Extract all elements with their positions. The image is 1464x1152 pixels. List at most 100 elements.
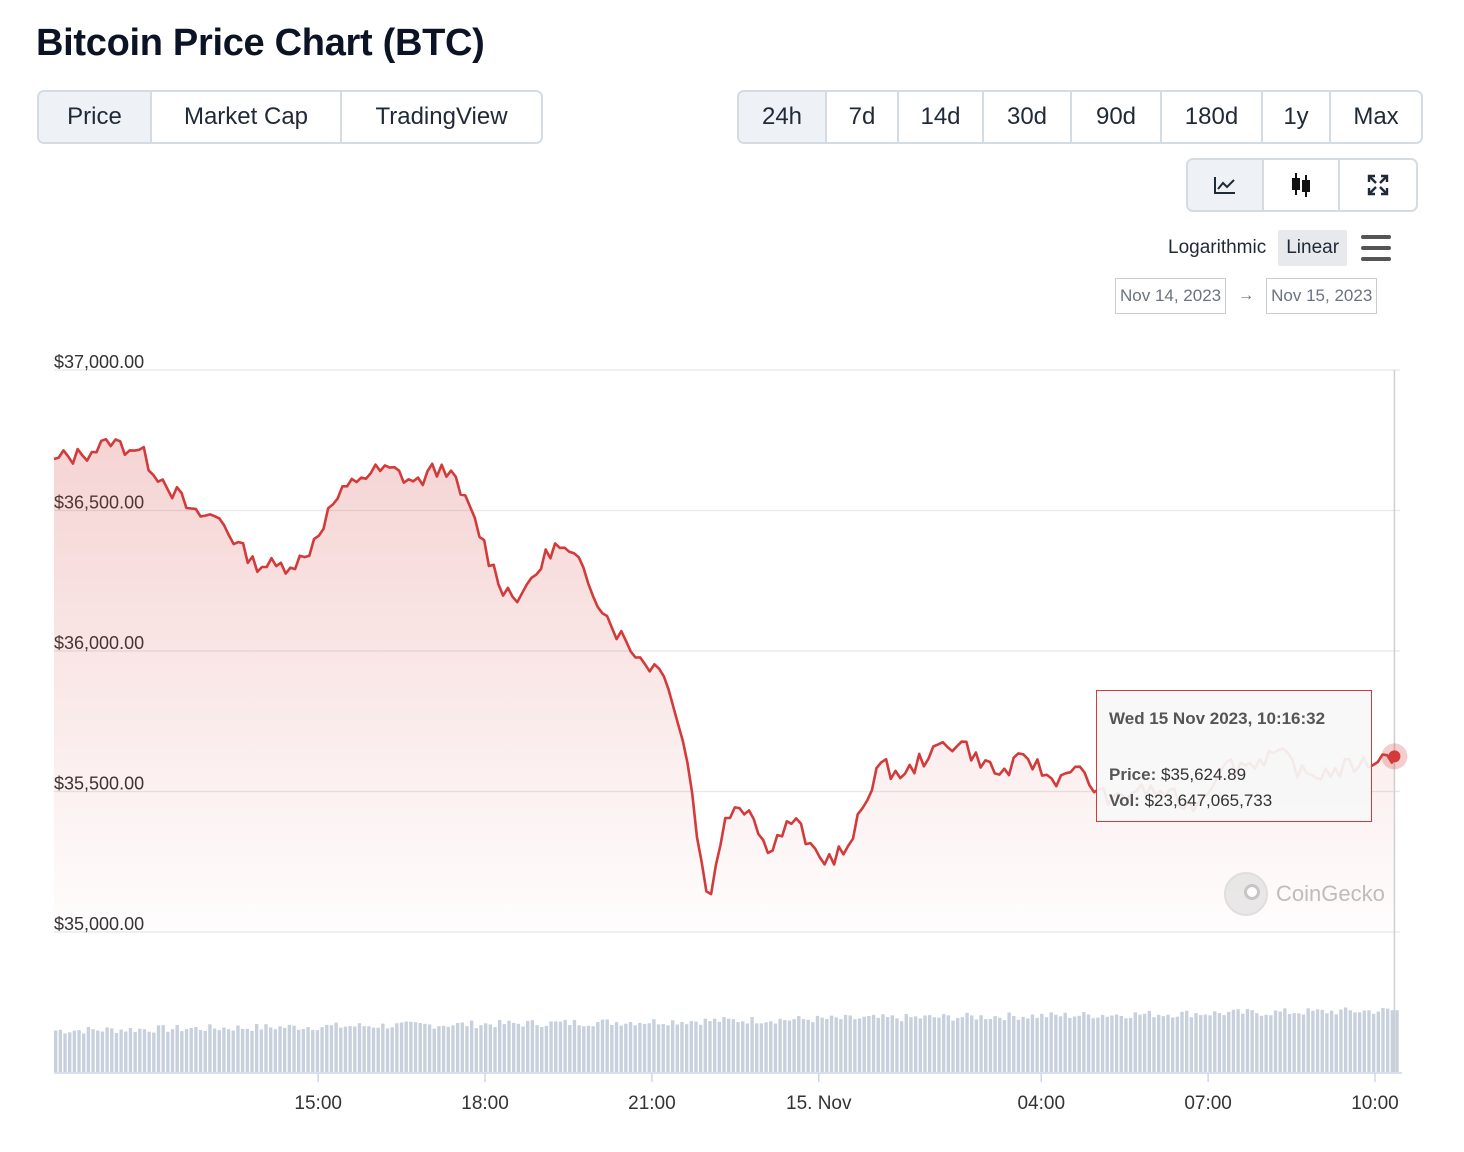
- volume-bar: [1021, 1016, 1025, 1072]
- volume-bar: [68, 1032, 72, 1072]
- coingecko-watermark: CoinGecko: [1224, 872, 1385, 916]
- line-chart-icon: [1214, 177, 1235, 194]
- volume-bar: [1367, 1010, 1371, 1072]
- volume-bar: [1241, 1013, 1245, 1072]
- volume-bar: [161, 1025, 165, 1072]
- volume-bar: [1357, 1012, 1362, 1072]
- volume-bar: [1199, 1015, 1203, 1072]
- date-from-input[interactable]: Nov 14, 2023: [1115, 278, 1227, 314]
- volume-bar: [343, 1026, 348, 1072]
- scale-linear[interactable]: Linear: [1278, 230, 1348, 266]
- volume-bar: [638, 1022, 642, 1072]
- range-14d[interactable]: 14d: [899, 92, 984, 142]
- volume-bar: [1105, 1016, 1109, 1072]
- chart-tools: [1186, 158, 1418, 212]
- scale-toggle: Logarithmic Linear: [1160, 230, 1392, 266]
- line-chart-button[interactable]: [1188, 160, 1264, 210]
- volume-bar: [1297, 1013, 1301, 1072]
- volume-bar: [979, 1015, 983, 1072]
- range-7d[interactable]: 7d: [827, 92, 899, 142]
- hamburger-menu-icon[interactable]: [1361, 235, 1392, 261]
- price-chart[interactable]: $37,000.00$36,500.00$36,000.00$35,500.00…: [0, 330, 1464, 1130]
- volume-bar: [1026, 1018, 1030, 1072]
- volume-bar: [591, 1026, 595, 1072]
- volume-bar: [1002, 1020, 1007, 1072]
- volume-bar: [1068, 1017, 1072, 1072]
- volume-bar: [689, 1021, 693, 1072]
- x-tick-label: 18:00: [461, 1093, 509, 1114]
- volume-bar: [226, 1029, 231, 1072]
- volume-bar: [769, 1021, 773, 1072]
- tab-market-cap[interactable]: Market Cap: [152, 92, 342, 142]
- range-24h[interactable]: 24h: [739, 92, 827, 142]
- tab-price[interactable]: Price: [39, 92, 152, 142]
- volume-bar: [1325, 1013, 1329, 1072]
- volume-bar: [96, 1030, 100, 1072]
- fullscreen-button[interactable]: [1340, 160, 1416, 210]
- volume-bar: [175, 1024, 179, 1072]
- volume-bar: [857, 1018, 862, 1072]
- volume-bar: [909, 1017, 913, 1072]
- volume-bar: [54, 1030, 58, 1072]
- volume-bar: [946, 1015, 951, 1072]
- candlestick-icon: [1292, 173, 1310, 197]
- volume-bar: [843, 1014, 848, 1072]
- fullscreen-icon: [1367, 174, 1389, 196]
- volume-bar: [825, 1018, 829, 1072]
- volume-bar: [1236, 1009, 1240, 1072]
- volume-bar: [1133, 1012, 1137, 1072]
- scale-logarithmic[interactable]: Logarithmic: [1168, 237, 1267, 258]
- tooltip-price-label: Price:: [1109, 765, 1157, 784]
- volume-bar: [77, 1030, 81, 1072]
- volume-bar: [516, 1023, 521, 1072]
- volume-bar: [820, 1017, 824, 1072]
- tooltip-price-row: Price: $35,624.89: [1109, 765, 1359, 785]
- volume-bar: [797, 1016, 801, 1072]
- volume-bar: [867, 1016, 871, 1072]
- volume-bar: [1283, 1008, 1287, 1072]
- volume-bar: [628, 1021, 633, 1072]
- volume-bar: [1185, 1010, 1189, 1072]
- volume-bar: [1339, 1009, 1343, 1072]
- volume-bar: [1058, 1016, 1063, 1072]
- volume-bar: [586, 1025, 591, 1072]
- volume-bar: [1124, 1018, 1128, 1072]
- range-30d[interactable]: 30d: [984, 92, 1072, 142]
- volume-bar: [166, 1031, 170, 1072]
- volume-bar: [605, 1019, 609, 1072]
- chart-tooltip: Wed 15 Nov 2023, 10:16:32 Price: $35,624…: [1096, 690, 1372, 822]
- range-90d[interactable]: 90d: [1072, 92, 1162, 142]
- candlestick-button[interactable]: [1264, 160, 1340, 210]
- volume-bar: [152, 1032, 156, 1072]
- volume-bar: [339, 1027, 343, 1072]
- volume-bar: [1142, 1013, 1147, 1072]
- volume-bar: [264, 1024, 268, 1072]
- date-to-input[interactable]: Nov 15, 2023: [1266, 278, 1378, 314]
- arrow-right-icon: →: [1238, 287, 1255, 304]
- volume-bar: [133, 1032, 137, 1072]
- volume-bar: [1208, 1015, 1212, 1072]
- volume-bar: [698, 1024, 703, 1072]
- volume-bar: [521, 1026, 525, 1072]
- range-180d[interactable]: 180d: [1162, 92, 1263, 142]
- volume-bar: [437, 1026, 441, 1072]
- volume-bar: [708, 1021, 712, 1072]
- volume-bar: [792, 1019, 796, 1072]
- volume-bar: [1049, 1012, 1053, 1072]
- tab-tradingview[interactable]: TradingView: [375, 103, 508, 130]
- range-max[interactable]: Max: [1353, 103, 1399, 130]
- volume-bar: [750, 1016, 754, 1072]
- volume-bar: [1381, 1008, 1385, 1072]
- volume-bar: [105, 1027, 109, 1072]
- volume-bar: [727, 1018, 731, 1072]
- volume-bar: [72, 1030, 77, 1072]
- volume-bar: [652, 1019, 656, 1072]
- range-1y[interactable]: 1y: [1263, 92, 1331, 142]
- volume-bar: [1110, 1015, 1114, 1072]
- volume-bar: [222, 1027, 226, 1072]
- volume-bar: [212, 1028, 217, 1072]
- volume-bar: [1096, 1017, 1100, 1072]
- volume-bar: [568, 1024, 572, 1072]
- volume-bar: [86, 1026, 91, 1072]
- volume-bar: [773, 1023, 778, 1072]
